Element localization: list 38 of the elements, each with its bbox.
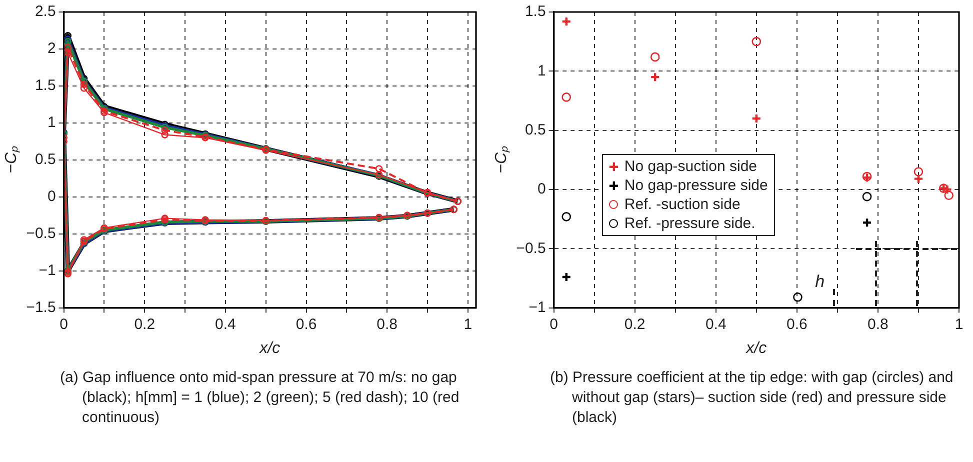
y-tick-label: 0.5 [34, 151, 56, 168]
x-tick-label: 1 [464, 316, 472, 333]
legend-label: Ref. -suction side [624, 195, 740, 214]
x-tick-label: 0.6 [296, 316, 317, 333]
x-tick-label: 1 [954, 316, 964, 333]
y-tick-label: 1 [47, 114, 56, 132]
x-tick-label: 0.6 [786, 316, 808, 333]
x-tick-label: 0 [550, 316, 558, 333]
y-tick-label: 1 [537, 62, 546, 80]
y-tick-label: 0.5 [524, 121, 546, 138]
y-tick-label: −0.5 [516, 240, 546, 257]
y-tick-label: −1 [528, 298, 546, 316]
y-tick-label: 0 [537, 180, 546, 198]
text: (b) Pressure coefficient at the tip edge: with gap (circles) and without gap (stars)– suction side (red) and pressure side (black) [550, 368, 954, 428]
y-tick-label: 0 [47, 188, 56, 206]
y-tick-label: 1.5 [524, 3, 546, 20]
x-tick-label: 0 [60, 316, 68, 333]
x-axis-title: x/c [258, 340, 280, 357]
x-tick-label: 0.8 [376, 316, 398, 333]
y-tick-label: 2.5 [34, 3, 56, 20]
x-tick-label: 0.2 [134, 316, 156, 333]
legend-label: No gap-suction side [624, 157, 757, 176]
x-tick-label: 0.2 [624, 316, 646, 333]
y-tick-label: 1.5 [34, 77, 56, 94]
x-tick-label: 0.4 [215, 316, 236, 333]
text: (a) Gap influence onto mid-span pressure at 70 m/s: no gap (black); h[mm] = 1 (blue); 2 (green); 5 (red dash); 10 (red continuous) [60, 368, 460, 428]
legend-label: Ref. -pressure side. [624, 214, 756, 234]
y-tick-label: 2 [47, 40, 56, 58]
y-tick-label: −1 [38, 262, 56, 279]
y-axis-title: −Cₚ [3, 145, 20, 174]
legend-label: No gap-pressure side [624, 176, 768, 196]
x-tick-label: 0.4 [705, 316, 726, 333]
annotation: h [813, 272, 827, 292]
x-tick-label: 0.8 [868, 316, 888, 333]
y-axis-title: −Cₚ [493, 145, 510, 174]
y-tick-label: −1.5 [26, 298, 56, 316]
y-tick-label: −0.5 [26, 224, 56, 242]
x-axis-title: x/c [745, 340, 767, 357]
